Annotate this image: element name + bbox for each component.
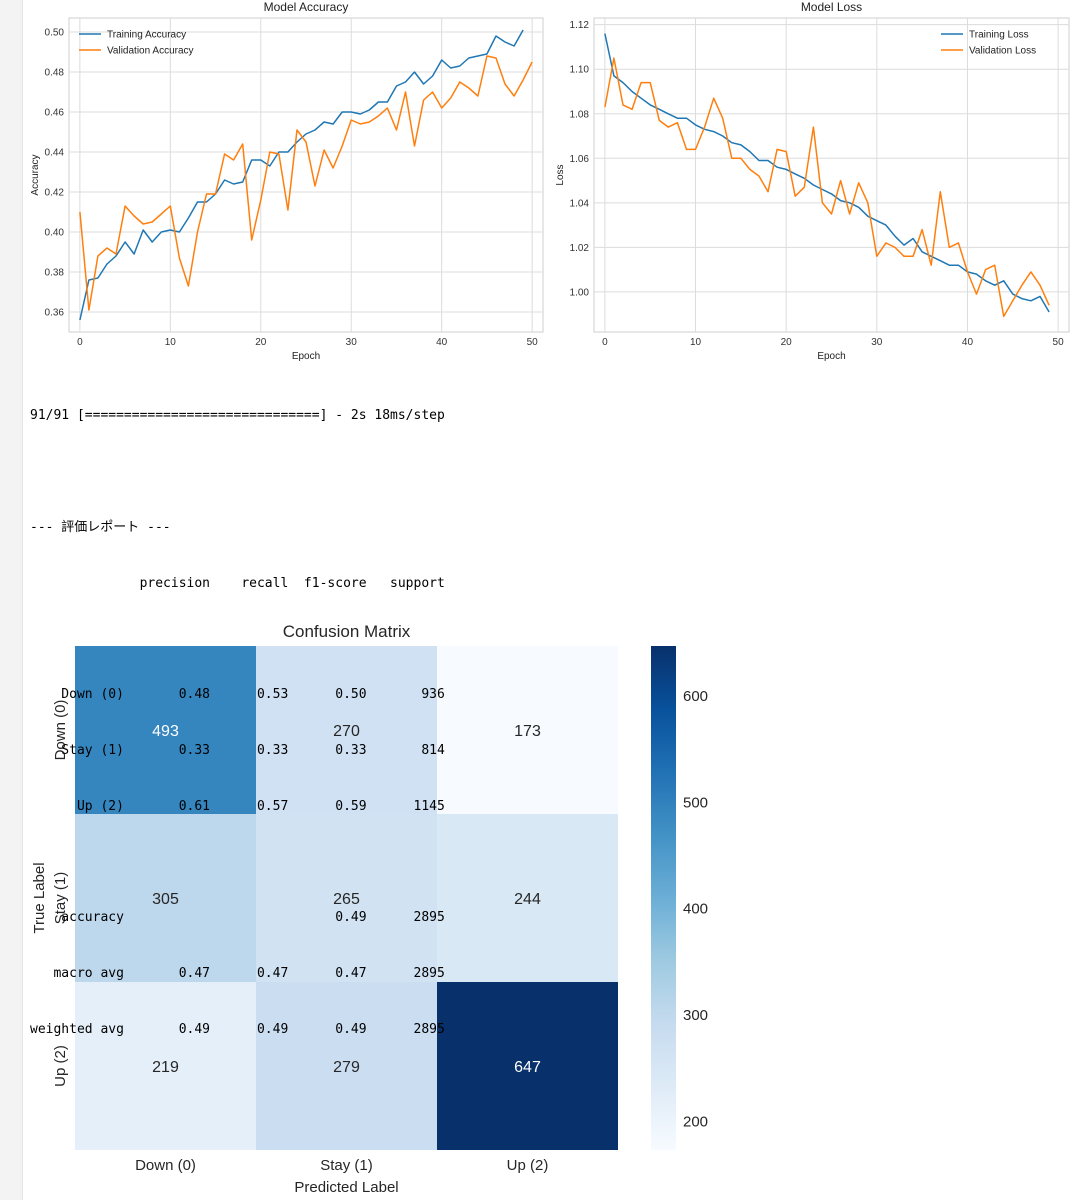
heatmap-cell-value: 305 [152,891,179,908]
loss-y-tick-label: 1.06 [570,154,590,165]
heatmap-cell [256,814,437,982]
heatmap-cell [75,814,256,982]
accuracy-x-tick-label: 50 [527,337,539,348]
accuracy-y-tick-label: 0.40 [45,228,65,239]
loss-y-tick-label: 1.02 [570,243,590,254]
loss-y-tick-label: 1.08 [570,109,590,120]
heatmap-cell-value: 279 [333,1059,360,1076]
loss-title: Model Loss [801,0,862,14]
loss-x-axis-label: Epoch [817,351,845,362]
loss-x-tick-label: 40 [962,337,974,348]
heatmap-cell [75,646,256,814]
accuracy-y-tick-label: 0.48 [45,68,65,79]
heatmap-y-tick-label: Down (0) [52,700,69,761]
loss-y-axis-label: Loss [555,164,566,185]
accuracy-x-tick-label: 30 [346,337,358,348]
accuracy-y-tick-label: 0.50 [45,28,65,39]
heatmap-cell [75,982,256,1150]
heatmap-cell-value: 173 [514,723,541,740]
heatmap-cell [256,982,437,1150]
console-output: 91/91 [==============================] -… [30,370,445,1058]
heatmap-cell-value: 493 [152,723,179,740]
heatmap-y-tick-label: Stay (1) [52,872,69,925]
heatmap-cell [437,982,618,1150]
loss-x-tick-label: 30 [871,337,883,348]
loss-x-tick-label: 10 [690,337,702,348]
heatmap-x-tick-label: Up (2) [507,1157,549,1174]
accuracy-x-tick-label: 40 [436,337,448,348]
colorbar-tick-label: 500 [683,794,708,811]
accuracy-title: Model Accuracy [264,0,349,14]
heatmap-cell [256,646,437,814]
colorbar-tick-label: 200 [683,1113,708,1130]
loss-x-tick-label: 20 [781,337,793,348]
accuracy-x-axis-label: Epoch [292,351,320,362]
heatmap-cell-value: 265 [333,891,360,908]
heatmap-y-tick-label: Up (2) [52,1045,69,1087]
notebook-gutter [0,0,23,1200]
report-title: --- 評価レポート --- [30,519,171,535]
loss-series-line-0 [604,33,1050,313]
loss-y-tick-label: 1.04 [570,198,590,209]
heatmap-x-tick-label: Down (0) [135,1157,196,1174]
accuracy-legend-label: Training Accuracy [107,30,186,41]
heatmap-cell-value: 647 [514,1059,541,1076]
report-row-macro-avg: macro avg 0.47 0.47 0.47 2895 [30,966,445,981]
heatmap-cell [437,646,618,814]
accuracy-y-tick-label: 0.46 [45,108,65,119]
heatmap-y-axis-label: True Label [31,862,48,933]
loss-x-tick-label: 50 [1053,337,1065,348]
report-row-stay: Stay (1) 0.33 0.33 0.33 814 [30,742,445,758]
accuracy-y-axis-label: Accuracy [30,154,41,195]
accuracy-y-tick-label: 0.42 [45,188,65,199]
colorbar [651,646,676,1150]
accuracy-series-line-1 [79,55,533,311]
heatmap-cell [437,814,618,982]
loss-x-tick-label: 0 [602,337,608,348]
colorbar-tick-label: 600 [683,688,708,705]
loss-legend-label: Training Loss [969,30,1029,41]
heatmap-cell-value: 244 [514,891,541,908]
loss-legend-label: Validation Loss [969,46,1036,57]
heatmap-title: Confusion Matrix [283,622,411,641]
report-row-weighted-avg: weighted avg 0.49 0.49 0.49 2895 [30,1021,445,1037]
loss-y-tick-label: 1.10 [570,65,590,76]
accuracy-y-tick-label: 0.38 [45,268,65,279]
accuracy-legend-label: Validation Accuracy [107,46,194,57]
loss-series-line-1 [604,57,1050,318]
heatmap-x-axis-label: Predicted Label [294,1179,398,1196]
accuracy-x-tick-label: 0 [77,337,83,348]
accuracy-x-tick-label: 20 [255,337,267,348]
loss-y-tick-label: 1.12 [570,20,590,31]
colorbar-tick-label: 300 [683,1007,708,1024]
accuracy-y-tick-label: 0.36 [45,308,65,319]
report-row-down: Down (0) 0.48 0.53 0.50 936 [30,687,445,703]
report-row-up: Up (2) 0.61 0.57 0.59 1145 [30,798,445,814]
heatmap-cell-value: 219 [152,1059,179,1076]
loss-plot-area [593,17,1070,333]
heatmap-x-tick-label: Stay (1) [320,1157,373,1174]
accuracy-x-tick-label: 10 [165,337,177,348]
accuracy-plot-area [68,17,544,333]
report-row-accuracy: accuracy 0.49 2895 [30,910,445,926]
heatmap-cell-value: 270 [333,723,360,740]
report-header: precision recall f1-score support [30,575,445,591]
colorbar-tick-label: 400 [683,901,708,918]
progress-line: 91/91 [==============================] -… [30,408,445,424]
loss-y-tick-label: 1.00 [570,287,590,298]
accuracy-y-tick-label: 0.44 [45,148,65,159]
accuracy-series-line-0 [79,29,524,321]
